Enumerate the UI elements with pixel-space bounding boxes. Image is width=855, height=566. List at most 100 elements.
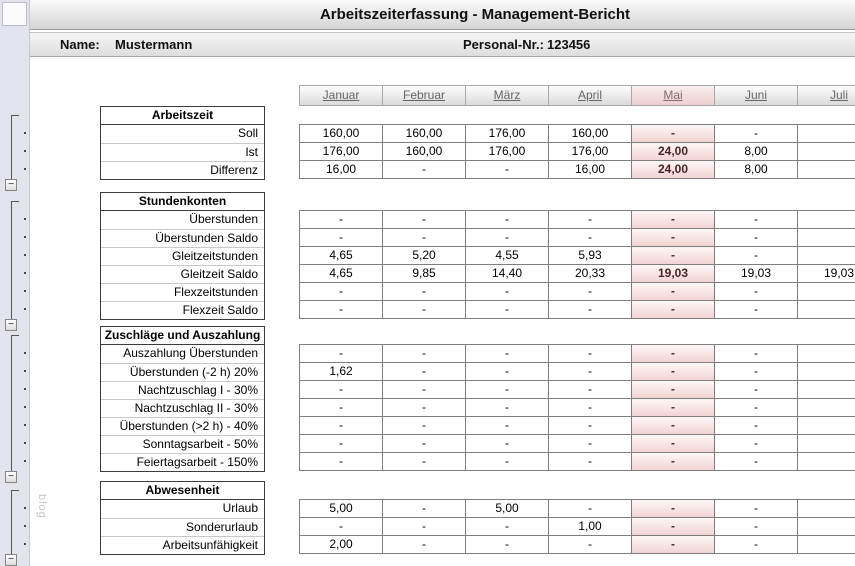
data-cell: - <box>631 517 715 536</box>
group-row-dot <box>24 236 26 238</box>
row-label: Ist <box>101 143 264 161</box>
group-bracket-line <box>11 201 12 319</box>
data-cell: 16,00 <box>548 160 632 179</box>
month-tab-label: Mai <box>663 88 683 102</box>
data-cell: - <box>714 300 798 319</box>
data-cell: - <box>714 124 798 143</box>
data-cell: 4,65 <box>299 246 383 265</box>
data-cell: 160,00 <box>299 124 383 143</box>
group-row-dot <box>24 254 26 256</box>
month-tab-april[interactable]: April <box>548 85 632 106</box>
data-cell: 20,33 <box>548 264 632 283</box>
month-tab-februar[interactable]: Februar <box>382 85 466 106</box>
data-cell: - <box>548 282 632 301</box>
group-top-tick <box>11 490 19 491</box>
data-cell: - <box>382 362 466 381</box>
data-cell: 176,00 <box>465 124 549 143</box>
data-cell: - <box>631 380 715 399</box>
group-bracket-line <box>11 115 12 179</box>
collapse-group-button[interactable]: − <box>5 319 17 331</box>
data-cell: - <box>548 210 632 229</box>
data-cell: - <box>714 246 798 265</box>
data-cell: - <box>299 282 383 301</box>
month-tab-mai[interactable]: Mai <box>631 85 715 106</box>
data-cell: - <box>465 416 549 435</box>
section-header: Stundenkonten <box>101 193 264 211</box>
data-cell: - <box>382 160 466 179</box>
group-row-dot <box>24 218 26 220</box>
data-cell: 176,00 <box>299 142 383 161</box>
data-cell: - <box>465 160 549 179</box>
row-label: Überstunden (>2 h) - 40% <box>101 417 264 435</box>
month-tab-label: Januar <box>322 88 360 102</box>
data-cell <box>797 142 855 161</box>
group-row-dot <box>24 150 26 152</box>
data-cell: - <box>465 210 549 229</box>
data-cell: - <box>299 517 383 536</box>
collapse-group-button[interactable]: − <box>5 554 17 566</box>
data-cell: - <box>465 434 549 453</box>
group-row-dot <box>24 406 26 408</box>
data-cell: - <box>631 362 715 381</box>
data-cell: 14,40 <box>465 264 549 283</box>
data-cell <box>797 499 855 518</box>
data-cell: 176,00 <box>465 142 549 161</box>
collapse-group-button[interactable]: − <box>5 471 17 483</box>
data-cell: - <box>382 434 466 453</box>
data-cell <box>797 210 855 229</box>
data-cell: - <box>714 282 798 301</box>
data-cell: 1,62 <box>299 362 383 381</box>
section-labelbox-2: Zuschläge und Auszahlung Auszahlung Übers… <box>100 326 265 472</box>
data-cell: - <box>631 300 715 319</box>
row-label: Feiertagsarbeit - 150% <box>101 453 264 471</box>
data-cell <box>797 535 855 554</box>
month-tab-juni[interactable]: Juni <box>714 85 798 106</box>
data-cell: - <box>714 380 798 399</box>
data-cell: - <box>631 535 715 554</box>
row-label: Überstunden Saldo <box>101 229 264 247</box>
data-cell: - <box>465 380 549 399</box>
data-cell <box>797 228 855 247</box>
data-cell: - <box>382 210 466 229</box>
data-cell: - <box>548 452 632 471</box>
data-cell <box>797 416 855 435</box>
group-row-dot <box>24 168 26 170</box>
month-tab-januar[interactable]: Januar <box>299 85 383 106</box>
data-cell: 5,93 <box>548 246 632 265</box>
report-title: Arbeitszeiterfassung - Management-Berich… <box>319 6 631 23</box>
data-cell: - <box>714 398 798 417</box>
data-cell: 176,00 <box>548 142 632 161</box>
group-row-dot <box>24 352 26 354</box>
data-cell: - <box>714 344 798 363</box>
data-cell: - <box>299 210 383 229</box>
data-cell: - <box>465 517 549 536</box>
row-label: Flexzeitstunden <box>101 283 264 301</box>
row-label: Nachtzuschlag II - 30% <box>101 399 264 417</box>
data-cell: - <box>631 452 715 471</box>
data-cell <box>797 160 855 179</box>
data-cell: - <box>548 380 632 399</box>
data-cell: - <box>714 452 798 471</box>
data-cell: - <box>299 398 383 417</box>
data-cell: - <box>299 434 383 453</box>
data-cell: - <box>465 300 549 319</box>
data-cell <box>797 517 855 536</box>
month-tab-juli[interactable]: Juli <box>797 85 855 106</box>
data-cell: - <box>714 228 798 247</box>
data-cell: - <box>548 300 632 319</box>
group-row-dot <box>24 507 26 509</box>
collapse-group-button[interactable]: − <box>5 179 17 191</box>
data-cell <box>797 452 855 471</box>
month-tab-label: März <box>493 88 521 102</box>
data-cell: 24,00 <box>631 160 715 179</box>
group-row-dot <box>24 460 26 462</box>
report-titlebar: Arbeitszeiterfassung - Management-Berich… <box>30 0 855 30</box>
data-cell: - <box>631 416 715 435</box>
month-tab-maerz[interactable]: März <box>465 85 549 106</box>
section-labelbox-0: Arbeitszeit Soll Ist Differenz <box>100 106 265 180</box>
data-cell: - <box>714 416 798 435</box>
data-cell: - <box>299 452 383 471</box>
data-cell: - <box>714 499 798 518</box>
data-cell <box>797 282 855 301</box>
data-cell: - <box>548 416 632 435</box>
